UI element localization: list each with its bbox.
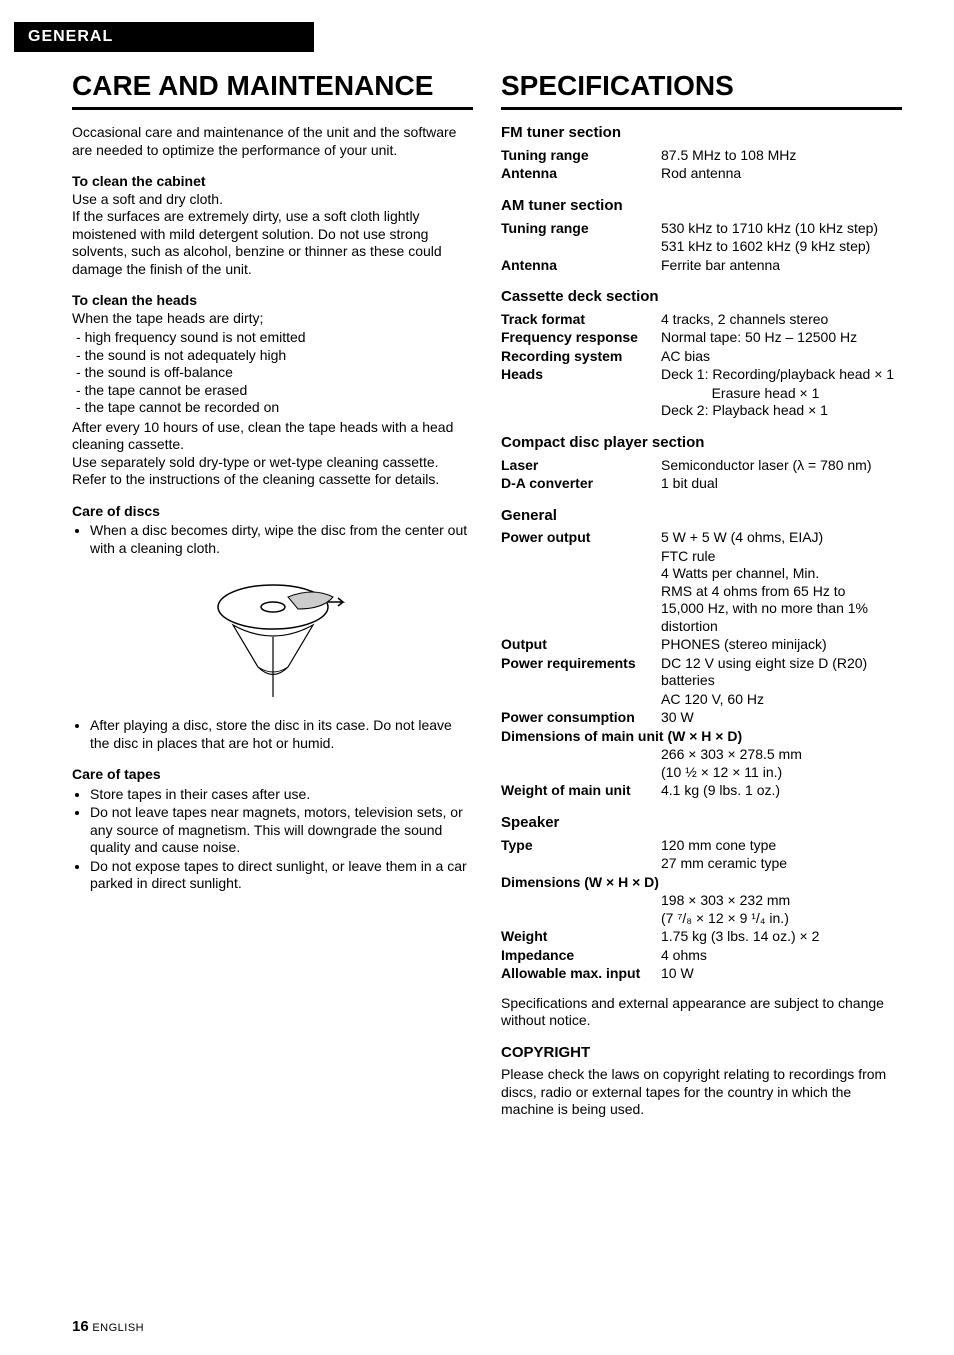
spec-label: Heads (501, 366, 661, 384)
spec-value: Erasure head × 1 (501, 385, 902, 403)
specs-title: SPECIFICATIONS (501, 68, 902, 110)
spec-label: Dimensions (W × H × D) (501, 874, 659, 892)
list-item: the sound is off-balance (76, 364, 473, 382)
spec-label: Type (501, 837, 661, 855)
tapes-heading: Care of tapes (72, 766, 473, 784)
spec-label: Weight of main unit (501, 782, 661, 800)
heads-heading: To clean the heads (72, 292, 473, 310)
spec-value: Normal tape: 50 Hz – 12500 Hz (661, 329, 902, 347)
spec-label: Tuning range (501, 220, 661, 238)
list-item: When a disc becomes dirty, wipe the disc… (90, 522, 473, 557)
spec-label: Output (501, 636, 661, 654)
spec-value: 531 kHz to 1602 kHz (9 kHz step) (501, 238, 902, 256)
list-item: After playing a disc, store the disc in … (90, 717, 473, 752)
list-item: the tape cannot be recorded on (76, 399, 473, 417)
spec-value: 4 Watts per channel, Min. (501, 565, 902, 583)
care-intro: Occasional care and maintenance of the u… (72, 124, 473, 159)
list-item: the sound is not adequately high (76, 347, 473, 365)
spec-label: Impedance (501, 947, 661, 965)
list-item: high frequency sound is not emitted (76, 329, 473, 347)
spec-label: Laser (501, 457, 661, 475)
page-language: ENGLISH (92, 1322, 144, 1334)
disclaimer: Specifications and external appearance a… (501, 995, 902, 1030)
cd-heading: Compact disc player section (501, 434, 902, 453)
spec-value: (10 ½ × 12 × 11 in.) (501, 764, 902, 782)
spec-value: Ferrite bar antenna (661, 257, 902, 275)
speaker-heading: Speaker (501, 814, 902, 833)
list-item: the tape cannot be erased (76, 382, 473, 400)
spec-value: DC 12 V using eight size D (R20) batteri… (661, 655, 902, 690)
care-title: CARE AND MAINTENANCE (72, 68, 473, 110)
disc-wipe-illustration (193, 567, 353, 707)
spec-value: Deck 2: Playback head × 1 (501, 402, 902, 420)
spec-value: 4.1 kg (9 lbs. 1 oz.) (661, 782, 902, 800)
spec-label: Recording system (501, 348, 661, 366)
spec-label: Power consumption (501, 709, 661, 727)
spec-value: 1 bit dual (661, 475, 902, 493)
spec-label: Antenna (501, 165, 661, 183)
header-tab: GENERAL (14, 22, 314, 52)
spec-value: 27 mm ceramic type (501, 855, 902, 873)
spec-value: FTC rule (501, 548, 902, 566)
spec-label: Tuning range (501, 147, 661, 165)
spec-value: 120 mm cone type (661, 837, 902, 855)
heads-after: After every 10 hours of use, clean the t… (72, 419, 473, 489)
cabinet-heading: To clean the cabinet (72, 173, 473, 191)
spec-value: 198 × 303 × 232 mm (501, 892, 902, 910)
spec-label: Power requirements (501, 655, 661, 690)
spec-value: 5 W + 5 W (4 ohms, EIAJ) (661, 529, 902, 547)
spec-label: Track format (501, 311, 661, 329)
cabinet-text: Use a soft and dry cloth. If the surface… (72, 191, 473, 279)
general-heading: General (501, 507, 902, 526)
spec-label: Power output (501, 529, 661, 547)
am-heading: AM tuner section (501, 197, 902, 216)
spec-value: (7 ⁷/₈ × 12 × 9 ¹/₄ in.) (501, 910, 902, 928)
cassette-heading: Cassette deck section (501, 288, 902, 307)
spec-value: distortion (501, 618, 902, 636)
spec-value: Semiconductor laser (λ = 780 nm) (661, 457, 902, 475)
page-footer: 16 ENGLISH (72, 1318, 144, 1335)
spec-label: Dimensions of main unit (W × H × D) (501, 728, 742, 746)
spec-label: D-A converter (501, 475, 661, 493)
copyright-text: Please check the laws on copyright relat… (501, 1066, 902, 1119)
spec-value: 10 W (661, 965, 902, 983)
spec-value: PHONES (stereo minijack) (661, 636, 902, 654)
spec-value: 4 tracks, 2 channels stereo (661, 311, 902, 329)
list-item: Do not leave tapes near magnets, motors,… (90, 804, 473, 857)
spec-value: AC bias (661, 348, 902, 366)
spec-value: 15,000 Hz, with no more than 1% (501, 600, 902, 618)
page-number: 16 (72, 1318, 89, 1335)
heads-lead: When the tape heads are dirty; (72, 310, 473, 328)
heads-list: high frequency sound is not emitted the … (72, 329, 473, 417)
spec-label: Allowable max. input (501, 965, 661, 983)
spec-value: 1.75 kg (3 lbs. 14 oz.) × 2 (661, 928, 902, 946)
spec-label: Frequency response (501, 329, 661, 347)
copyright-heading: COPYRIGHT (501, 1044, 902, 1063)
spec-value: Rod antenna (661, 165, 902, 183)
spec-value: RMS at 4 ohms from 65 Hz to (501, 583, 902, 601)
fm-heading: FM tuner section (501, 124, 902, 143)
left-column: CARE AND MAINTENANCE Occasional care and… (72, 60, 473, 1119)
list-item: Store tapes in their cases after use. (90, 786, 473, 804)
spec-value: AC 120 V, 60 Hz (501, 691, 902, 709)
spec-label: Antenna (501, 257, 661, 275)
right-column: SPECIFICATIONS FM tuner section Tuning r… (501, 60, 902, 1119)
spec-label: Weight (501, 928, 661, 946)
list-item: Do not expose tapes to direct sunlight, … (90, 858, 473, 893)
spec-value: 87.5 MHz to 108 MHz (661, 147, 902, 165)
spec-value: 266 × 303 × 278.5 mm (501, 746, 902, 764)
spec-value: 4 ohms (661, 947, 902, 965)
spec-value: Deck 1: Recording/playback head × 1 (661, 366, 902, 384)
spec-value: 530 kHz to 1710 kHz (10 kHz step) (661, 220, 902, 238)
spec-value: 30 W (661, 709, 902, 727)
discs-heading: Care of discs (72, 503, 473, 521)
